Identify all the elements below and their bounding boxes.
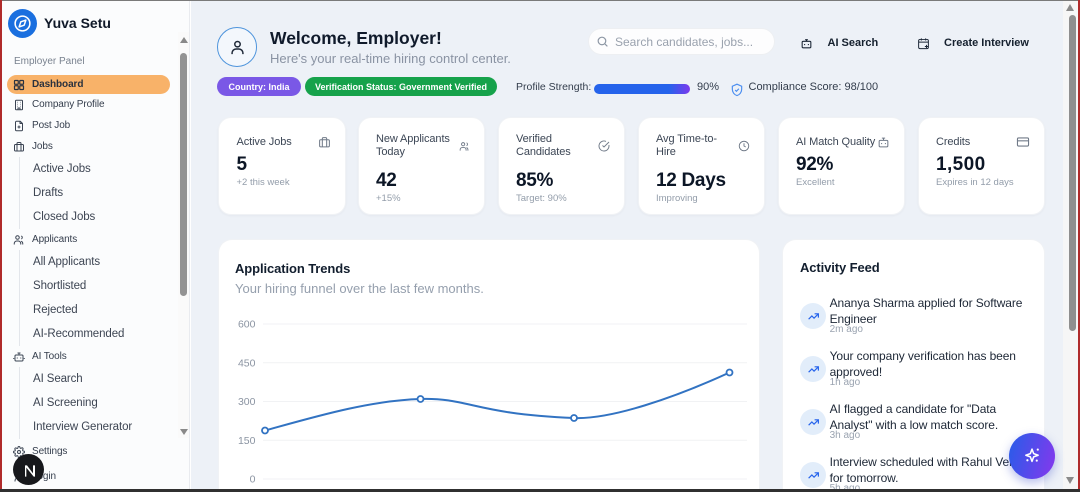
svg-text:150: 150 [238,435,256,447]
svg-text:450: 450 [238,357,256,369]
svg-text:0: 0 [250,474,256,486]
svg-text:300: 300 [238,396,256,408]
svg-text:600: 600 [238,319,256,331]
